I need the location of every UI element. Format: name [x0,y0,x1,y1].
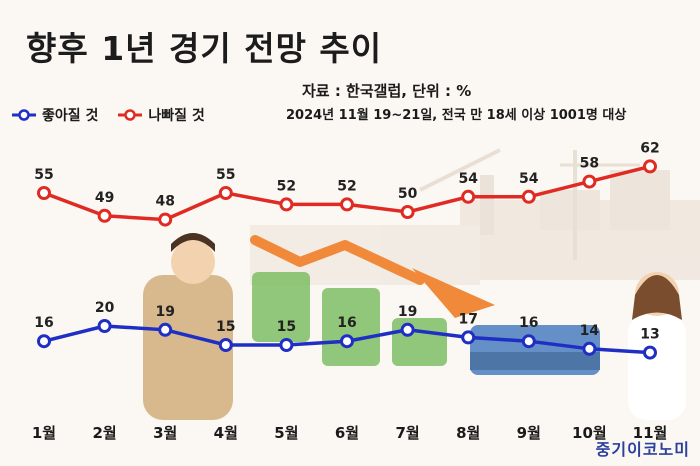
data-label-good: 15 [277,319,296,335]
data-point-good [279,338,294,352]
x-tick-label: 11월 [633,424,668,442]
x-tick-label: 2월 [92,424,116,442]
legend-item-good: 좋아질 것 [10,105,98,125]
data-label-bad: 55 [34,167,53,183]
x-tick-label: 8월 [456,424,480,442]
man-illustration [143,233,233,420]
legend-swatch-good [12,109,36,121]
legend-item-bad: 나빠질 것 [116,105,205,125]
data-point-good [461,330,476,345]
woman-illustration [628,272,686,420]
data-point-good [340,334,354,349]
data-label-good: 19 [155,304,174,320]
data-point-good [158,322,173,337]
data-label-good: 16 [34,315,53,331]
data-label-bad: 49 [95,190,114,206]
data-label-bad: 48 [155,194,174,210]
x-tick-label: 10월 [572,424,607,442]
data-label-bad: 54 [519,171,539,187]
data-label-good: 14 [580,323,600,339]
brand-logo-text: 중기이코노미 [595,440,690,459]
data-label-bad: 55 [216,167,235,183]
data-point-bad [218,186,233,200]
data-label-bad: 52 [337,178,356,194]
data-point-good [521,334,536,349]
data-point-bad [37,186,51,200]
data-point-good [37,334,51,349]
x-axis: 1월 2월 3월 4월 5월 6월 7월 8월 9월 10월 11월 [32,424,667,442]
x-tick-label: 4월 [214,424,238,442]
money-stacks [252,272,600,375]
data-point-bad [461,189,476,204]
data-label-good: 19 [398,304,417,320]
data-label-bad: 50 [398,186,418,202]
data-label-bad: 52 [277,178,296,194]
data-point-good [97,319,112,333]
chart-title: 향후 1년 경기 전망 추이 [26,29,383,68]
series-layer: 16 20 19 15 15 16 19 17 16 14 13 55 49 48 55 52 52 50 54 54… [34,140,660,360]
data-label-good: 16 [337,315,356,331]
data-label-good: 15 [216,319,235,335]
data-point-bad [279,197,294,212]
data-label-good: 17 [458,311,477,327]
data-point-bad [521,189,536,204]
data-label-good: 16 [519,315,538,331]
x-tick-label: 3월 [153,424,177,442]
data-label-good: 13 [640,327,659,343]
series-good: 16 20 19 15 15 16 19 17 16 14 13 [34,300,660,360]
data-point-bad [340,197,354,212]
data-label-good: 20 [95,300,115,316]
survey-note: 2024년 11월 19~21일, 전국 만 18세 이상 1001명 대상 [286,108,627,123]
trend-arrow [250,235,495,318]
data-label-bad: 62 [640,140,659,156]
series-bad: 55 49 48 55 52 52 50 54 54 58 62 [34,140,660,227]
data-point-bad [158,212,173,227]
data-point-bad [97,208,112,223]
data-point-good [582,341,597,356]
legend: 좋아질 것 나빠질 것 [10,105,205,125]
legend-label-good: 좋아질 것 [42,108,99,124]
background-illustration [250,148,700,285]
legend-label-bad: 나빠질 것 [148,108,205,124]
data-point-bad [643,159,657,174]
source-note: 자료 : 한국갤럽, 단위 : % [302,82,472,100]
data-point-bad [582,174,597,189]
data-point-good [400,322,415,337]
data-point-good [218,338,233,352]
x-tick-label: 5월 [274,424,298,442]
x-tick-label: 1월 [32,424,56,442]
data-label-bad: 54 [458,171,478,187]
data-point-good [643,345,657,360]
x-tick-label: 7월 [395,424,419,442]
x-tick-label: 9월 [517,424,541,442]
legend-swatch-bad [118,109,143,121]
data-label-bad: 58 [580,156,599,172]
data-point-bad [400,205,415,219]
x-tick-label: 6월 [335,424,359,442]
